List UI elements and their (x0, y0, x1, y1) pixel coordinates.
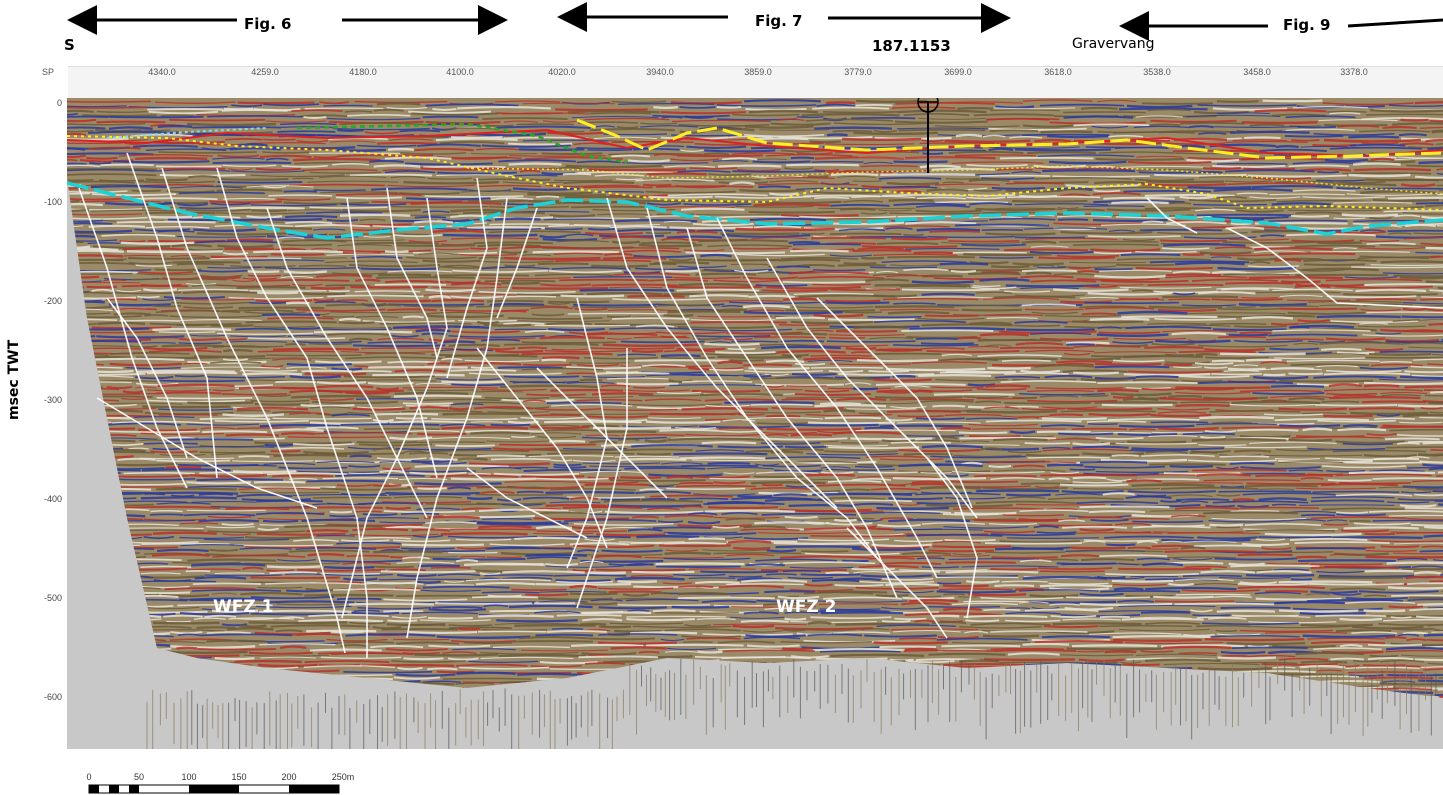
horizons (67, 118, 1443, 240)
fig-6-label: Fig. 6 (244, 15, 292, 33)
y-tick: -200 (43, 296, 62, 306)
sp-tick: 4180.0 (349, 67, 377, 77)
scale-label: 250m (331, 772, 355, 782)
sp-tick: 3618.0 (1044, 67, 1072, 77)
scale-label: 50 (133, 772, 145, 782)
arrow-line (1347, 18, 1443, 28)
sp-axis-bar (68, 66, 1443, 99)
sp-tick: 3538.0 (1143, 67, 1171, 77)
sp-tick: 4020.0 (548, 67, 576, 77)
faults (78, 152, 1443, 658)
y-tick: -400 (43, 494, 62, 504)
seismic-section (67, 98, 1443, 749)
y-tick: -100 (43, 197, 62, 207)
sp-tick: 3859.0 (744, 67, 772, 77)
scale-label: 150 (231, 772, 247, 782)
scale-bar (88, 784, 340, 794)
well-symbol-icon (917, 98, 939, 173)
sp-tick: 4100.0 (446, 67, 474, 77)
scale-label: 100 (181, 772, 197, 782)
sp-tick: 4259.0 (251, 67, 279, 77)
scale-label: 0 (86, 772, 92, 782)
sp-tick: 3779.0 (844, 67, 872, 77)
wfz-1-label: WFZ 1 (213, 597, 274, 617)
y-axis-label: msec TWT (6, 339, 22, 420)
direction-label: S (64, 36, 75, 54)
fig-7-label: Fig. 7 (755, 12, 803, 30)
sp-tick: 3940.0 (646, 67, 674, 77)
sp-tick: 3458.0 (1243, 67, 1271, 77)
y-tick: -500 (43, 593, 62, 603)
sp-tick: 3699.0 (944, 67, 972, 77)
figure-range-arrows (67, 1, 1443, 40)
y-tick: 0 (56, 98, 62, 108)
y-tick: -600 (43, 692, 62, 702)
sp-axis-label: SP (42, 67, 55, 77)
reflectors (67, 99, 1443, 698)
y-tick: -300 (43, 395, 62, 405)
town-label: Gravervang (1072, 36, 1155, 52)
wfz-2-label: WFZ 2 (776, 597, 837, 617)
sp-tick: 3378.0 (1340, 67, 1368, 77)
trace-fringes (146, 658, 1437, 749)
line-id-label: 187.1153 (872, 37, 951, 55)
sp-tick: 4340.0 (148, 67, 176, 77)
fig-9-label: Fig. 9 (1283, 16, 1331, 34)
scale-label: 200 (281, 772, 297, 782)
